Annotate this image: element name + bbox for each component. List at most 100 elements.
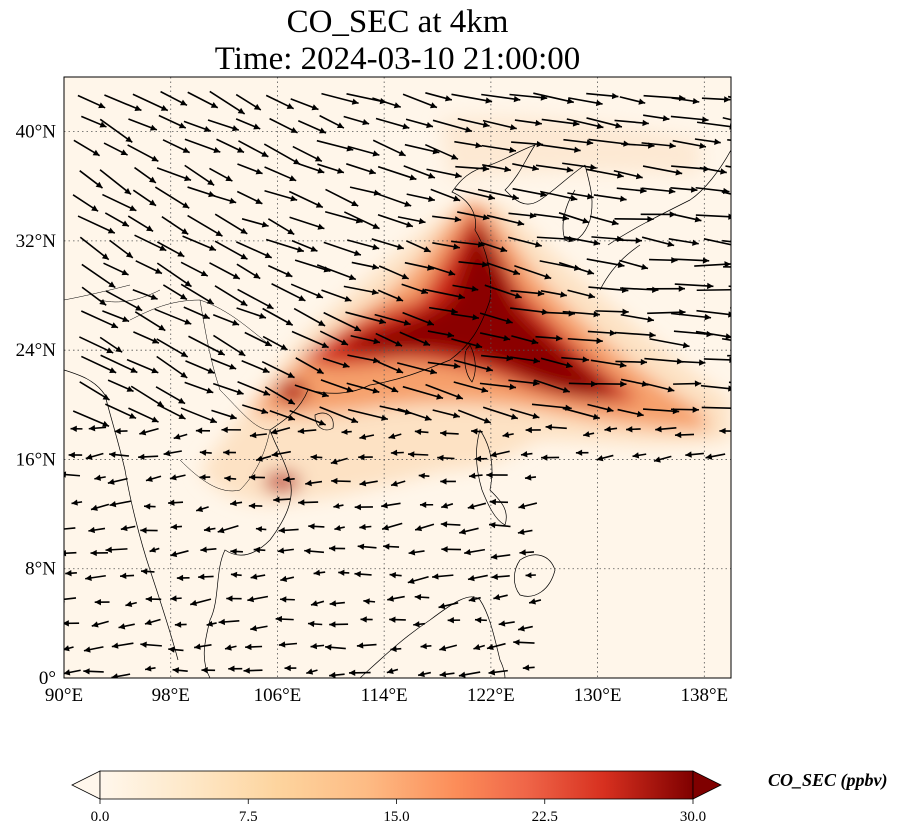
tick-label-lat: 8°N bbox=[25, 559, 56, 580]
wind-arrow bbox=[354, 503, 373, 511]
wind-arrow bbox=[321, 289, 352, 302]
wind-arrow bbox=[509, 356, 541, 364]
wind-arrow bbox=[590, 359, 627, 369]
wind-arrow bbox=[138, 453, 159, 461]
wind-arrow bbox=[187, 91, 219, 109]
wind-arrow bbox=[262, 307, 294, 326]
wind-arrow bbox=[614, 119, 649, 127]
wind-arrow bbox=[508, 212, 537, 219]
wind-arrow bbox=[264, 190, 298, 202]
wind-arrow bbox=[512, 163, 539, 172]
wind-arrow bbox=[72, 194, 99, 212]
wind-arrow bbox=[486, 642, 506, 650]
wind-arrow bbox=[305, 479, 323, 487]
wind-arrow bbox=[105, 403, 137, 420]
wind-arrow bbox=[479, 382, 517, 390]
wind-arrow bbox=[563, 236, 601, 246]
wind-arrow bbox=[524, 474, 537, 481]
wind-arrow bbox=[109, 451, 130, 458]
co-hotspot-south bbox=[264, 472, 300, 492]
wind-arrow bbox=[297, 427, 317, 435]
wind-arrow bbox=[85, 574, 106, 582]
wind-arrow bbox=[338, 569, 350, 576]
wind-arrow bbox=[480, 354, 513, 362]
wind-arrow bbox=[291, 239, 318, 252]
wind-arrow bbox=[520, 451, 533, 458]
colorbar: 0.0 7.5 15.0 22.5 30.0 bbox=[71, 770, 722, 825]
wind-arrow bbox=[730, 406, 731, 408]
wind-arrow bbox=[432, 119, 473, 133]
wind-arrow bbox=[383, 543, 400, 550]
wind-arrow bbox=[562, 310, 600, 318]
wind-arrow bbox=[533, 92, 574, 105]
wind-arrow bbox=[646, 285, 685, 292]
coastline-taiwan bbox=[464, 344, 476, 383]
wind-arrow bbox=[125, 600, 137, 608]
wind-arrow bbox=[377, 289, 404, 302]
wind-arrow bbox=[641, 236, 675, 248]
wind-arrow bbox=[271, 450, 291, 458]
wind-arrow bbox=[440, 521, 461, 528]
wind-arrow bbox=[143, 503, 156, 510]
wind-arrow bbox=[330, 457, 348, 465]
wind-arrow bbox=[507, 236, 542, 248]
wind-arrow bbox=[354, 571, 372, 578]
wind-arrow bbox=[402, 311, 435, 326]
wind-arrow bbox=[418, 472, 430, 479]
wind-arrow bbox=[372, 97, 401, 109]
wind-arrow bbox=[230, 499, 243, 507]
wind-arrow bbox=[390, 480, 406, 487]
wind-arrow bbox=[592, 380, 627, 388]
wind-arrow bbox=[79, 236, 110, 261]
wind-arrow bbox=[699, 166, 727, 175]
wind-arrow bbox=[184, 381, 214, 394]
wind-arrow bbox=[719, 427, 731, 435]
wind-arrow bbox=[284, 664, 297, 672]
wind-arrow bbox=[372, 139, 406, 157]
wind-arrow bbox=[241, 359, 270, 374]
wind-arrow bbox=[593, 194, 627, 202]
colorbar-ticks: 0.0 7.5 15.0 22.5 30.0 bbox=[91, 799, 706, 825]
wind-arrow bbox=[482, 164, 512, 173]
wind-arrow bbox=[567, 337, 603, 344]
wind-arrow bbox=[238, 140, 269, 158]
wind-arrow bbox=[438, 602, 459, 610]
wind-arrow bbox=[306, 668, 318, 675]
wind-arrow bbox=[319, 330, 349, 346]
wind-arrow bbox=[646, 383, 675, 393]
wind-arrow bbox=[417, 670, 432, 678]
wind-arrow bbox=[172, 667, 188, 674]
wind-arrow bbox=[107, 477, 128, 485]
wind-arrow bbox=[728, 381, 731, 384]
wind-arrow bbox=[402, 385, 444, 400]
wind-arrow bbox=[673, 380, 702, 387]
wind-arrow bbox=[140, 568, 155, 575]
wind-arrow bbox=[439, 671, 455, 678]
wind-arrow bbox=[620, 313, 655, 323]
wind-arrow bbox=[135, 260, 163, 275]
wind-arrow bbox=[672, 257, 710, 264]
wind-arrow bbox=[700, 384, 731, 392]
wind-arrow bbox=[534, 379, 570, 393]
wind-arrow bbox=[149, 546, 160, 553]
tick-label-lon: 98°E bbox=[152, 685, 190, 706]
wind-arrow bbox=[424, 288, 466, 300]
wind-arrow bbox=[255, 455, 272, 462]
wind-arrow bbox=[249, 431, 267, 439]
wind-arrow bbox=[210, 358, 237, 370]
wind-arrow bbox=[562, 407, 601, 420]
wind-arrow bbox=[139, 427, 159, 436]
wind-arrow bbox=[144, 618, 161, 626]
wind-arrow bbox=[454, 140, 483, 149]
wind-arrow bbox=[701, 96, 731, 103]
wind-arrow bbox=[109, 239, 134, 259]
wind-arrow bbox=[278, 641, 298, 648]
wind-arrow bbox=[255, 526, 267, 533]
wind-arrow bbox=[670, 186, 698, 193]
colorbar-gradient bbox=[99, 770, 694, 800]
wind-arrow bbox=[558, 261, 595, 275]
wind-arrow bbox=[230, 571, 242, 578]
wind-arrow bbox=[377, 214, 414, 228]
wind-arrow bbox=[513, 639, 535, 646]
wind-arrow bbox=[649, 338, 690, 349]
